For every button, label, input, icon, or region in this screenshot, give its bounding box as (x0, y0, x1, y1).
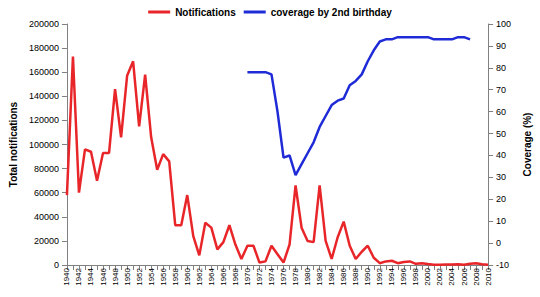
svg-text:2004: 2004 (447, 267, 456, 285)
svg-text:70: 70 (496, 85, 506, 95)
svg-text:1948: 1948 (111, 267, 120, 285)
svg-text:1996: 1996 (399, 267, 408, 285)
svg-text:Coverage (%): Coverage (%) (522, 113, 533, 177)
svg-text:100000: 100000 (29, 140, 59, 150)
svg-text:1976: 1976 (279, 267, 288, 285)
svg-text:0: 0 (496, 238, 501, 248)
svg-text:2000: 2000 (423, 267, 432, 285)
svg-text:1962: 1962 (195, 267, 204, 285)
svg-text:1966: 1966 (219, 267, 228, 285)
svg-text:2008: 2008 (472, 267, 481, 285)
svg-text:180000: 180000 (29, 43, 59, 53)
svg-text:1946: 1946 (99, 267, 108, 285)
svg-text:1984: 1984 (327, 267, 336, 285)
svg-text:coverage by 2nd birthday: coverage by 2nd birthday (271, 7, 393, 18)
svg-text:20: 20 (496, 194, 506, 204)
svg-text:Total notifications: Total notifications (8, 101, 19, 187)
svg-text:2010: 2010 (484, 267, 493, 285)
svg-text:50: 50 (496, 129, 506, 139)
svg-text:10: 10 (496, 216, 506, 226)
svg-text:Notifications: Notifications (175, 7, 236, 18)
svg-text:20000: 20000 (34, 236, 59, 246)
svg-text:1970: 1970 (243, 267, 252, 285)
svg-text:80000: 80000 (34, 164, 59, 174)
svg-text:1990: 1990 (363, 267, 372, 285)
svg-text:40000: 40000 (34, 212, 59, 222)
svg-text:1950: 1950 (123, 267, 132, 285)
svg-text:1986: 1986 (339, 267, 348, 285)
svg-text:1978: 1978 (291, 267, 300, 285)
svg-text:60: 60 (496, 107, 506, 117)
svg-text:1972: 1972 (255, 267, 264, 285)
svg-text:1988: 1988 (351, 267, 360, 285)
svg-text:0: 0 (54, 260, 59, 270)
svg-text:1968: 1968 (231, 267, 240, 285)
svg-text:2006: 2006 (460, 267, 469, 285)
svg-text:1994: 1994 (387, 267, 396, 285)
svg-text:80: 80 (496, 63, 506, 73)
svg-text:1980: 1980 (303, 267, 312, 285)
svg-text:1954: 1954 (147, 267, 156, 285)
svg-text:1942: 1942 (74, 267, 83, 285)
svg-text:40: 40 (496, 150, 506, 160)
svg-text:30: 30 (496, 172, 506, 182)
svg-text:1998: 1998 (411, 267, 420, 285)
svg-text:1958: 1958 (171, 267, 180, 285)
svg-text:1992: 1992 (375, 267, 384, 285)
svg-text:60000: 60000 (34, 188, 59, 198)
svg-text:100: 100 (496, 19, 511, 29)
svg-text:1974: 1974 (267, 267, 276, 285)
svg-text:1940: 1940 (62, 267, 71, 285)
svg-text:160000: 160000 (29, 67, 59, 77)
svg-text:90: 90 (496, 41, 506, 51)
svg-text:1982: 1982 (315, 267, 324, 285)
svg-text:2002: 2002 (435, 267, 444, 285)
svg-text:1964: 1964 (207, 267, 216, 285)
svg-text:1960: 1960 (183, 267, 192, 285)
svg-text:1956: 1956 (159, 267, 168, 285)
svg-text:200000: 200000 (29, 19, 59, 29)
svg-text:120000: 120000 (29, 115, 59, 125)
svg-text:-10: -10 (496, 260, 509, 270)
svg-text:140000: 140000 (29, 91, 59, 101)
svg-text:1952: 1952 (135, 267, 144, 285)
svg-text:1944: 1944 (86, 267, 95, 285)
